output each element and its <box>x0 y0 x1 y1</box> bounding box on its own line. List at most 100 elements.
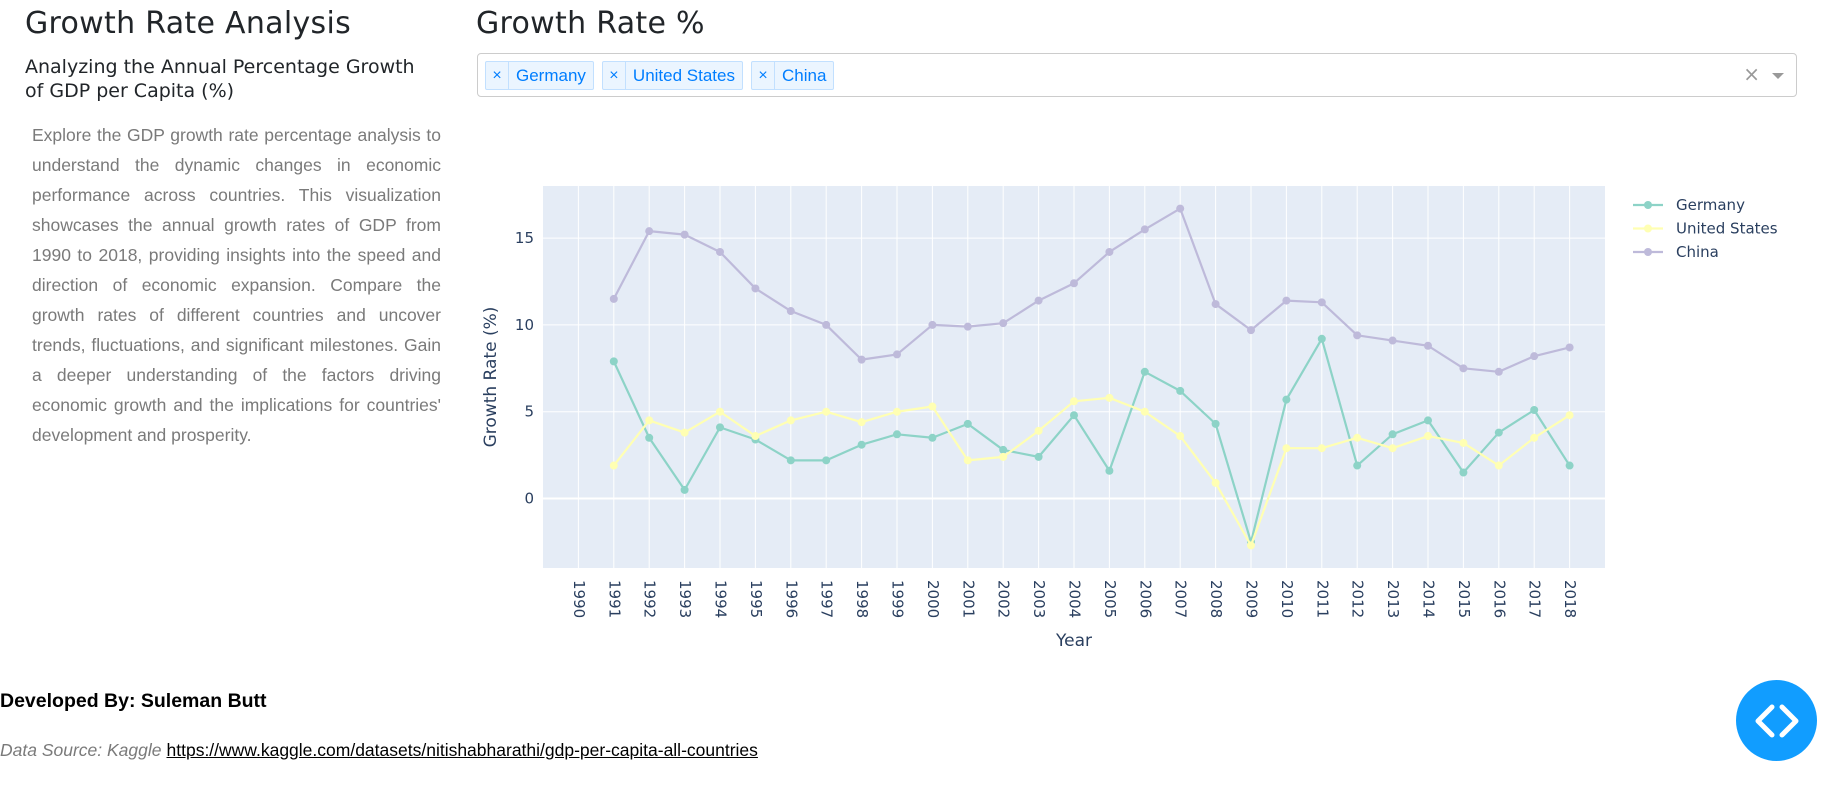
x-tick-label: 2007 <box>1172 580 1190 618</box>
chip-label: China <box>781 65 827 85</box>
x-axis-title: Year <box>1055 631 1092 651</box>
data-point-germany <box>680 485 689 494</box>
data-point-united-states <box>1494 461 1503 470</box>
data-point-china <box>1034 296 1043 305</box>
data-point-germany <box>1317 334 1326 343</box>
data-point-china <box>857 355 866 364</box>
x-tick-label: 1998 <box>853 580 871 618</box>
chip-germany: × Germany <box>485 61 594 90</box>
y-axis-title: Growth Rate (%) <box>481 307 501 448</box>
data-point-germany <box>1353 461 1362 470</box>
data-point-united-states <box>609 461 618 470</box>
data-point-germany <box>1034 452 1043 461</box>
selected-chips: × Germany × United States × China <box>485 61 835 90</box>
data-point-germany <box>609 357 618 366</box>
data-point-united-states <box>1459 438 1468 447</box>
clear-all-icon[interactable]: × <box>1743 62 1760 86</box>
x-tick-label: 1990 <box>570 580 588 618</box>
remove-germany-icon[interactable]: × <box>486 62 509 89</box>
x-tick-label: 2000 <box>924 580 942 618</box>
x-tick-label: 2002 <box>995 580 1013 618</box>
data-point-china <box>1459 364 1468 373</box>
data-point-china <box>1353 331 1362 340</box>
x-tick-label: 2006 <box>1136 580 1154 618</box>
legend-label-china: China <box>1676 243 1719 261</box>
y-tick-label: 5 <box>524 403 534 421</box>
data-point-germany <box>822 456 831 465</box>
y-tick-label: 15 <box>515 229 534 247</box>
data-point-china <box>1424 341 1432 350</box>
x-tick-label: 1997 <box>818 580 836 618</box>
legend-label-united-states: United States <box>1676 220 1778 238</box>
x-tick-label: 1993 <box>676 580 694 618</box>
x-tick-label: 2001 <box>959 580 977 618</box>
data-point-united-states <box>1530 433 1539 442</box>
data-point-united-states <box>1317 444 1326 453</box>
x-tick-label: 2004 <box>1066 580 1084 618</box>
x-tick-label: 1995 <box>747 580 765 618</box>
data-point-germany <box>999 445 1008 454</box>
chip-united-states: × United States <box>601 61 743 90</box>
data-point-china <box>1176 204 1185 213</box>
data-point-china <box>928 320 937 329</box>
data-source-link[interactable]: https://www.kaggle.com/datasets/nitishab… <box>166 740 758 760</box>
data-point-united-states <box>1070 397 1078 406</box>
data-point-china <box>1494 367 1503 376</box>
data-point-united-states <box>857 418 866 427</box>
data-point-germany <box>1565 461 1574 470</box>
data-point-germany <box>786 456 795 465</box>
data-point-germany <box>1424 416 1432 425</box>
data-point-germany <box>1459 468 1468 477</box>
y-tick-label: 10 <box>515 316 534 334</box>
data-point-china <box>1247 326 1255 335</box>
data-point-united-states <box>1565 411 1574 420</box>
data-point-united-states <box>999 452 1008 461</box>
x-tick-label: 2017 <box>1526 580 1544 618</box>
legend-label-germany: Germany <box>1676 196 1745 214</box>
chevron-down-icon[interactable] <box>1772 73 1784 79</box>
data-point-china <box>822 320 831 329</box>
data-point-china <box>963 322 972 331</box>
data-point-united-states <box>1105 393 1114 402</box>
data-point-china <box>1070 279 1078 288</box>
remove-united-states-icon[interactable]: × <box>603 62 626 89</box>
x-tick-label: 1999 <box>889 580 907 618</box>
series-line-germany <box>612 337 1571 544</box>
x-tick-label: 2016 <box>1490 580 1508 618</box>
x-tick-label: 2010 <box>1278 580 1296 618</box>
data-source: Data Source: Kaggle https://www.kaggle.co… <box>0 740 758 761</box>
data-point-germany <box>1530 405 1539 414</box>
chart-section-title: Growth Rate % <box>476 6 705 41</box>
x-tick-label: 2014 <box>1420 580 1438 618</box>
data-point-china <box>1140 225 1149 234</box>
data-point-china <box>1317 298 1326 307</box>
description-paragraph: Explore the GDP growth rate percentage a… <box>32 125 441 445</box>
data-point-germany <box>1140 367 1149 376</box>
series-line-united-states <box>612 396 1571 547</box>
data-point-germany <box>1176 386 1185 395</box>
data-point-united-states <box>645 416 654 425</box>
data-point-china <box>1565 343 1574 352</box>
x-tick-label: 2015 <box>1455 580 1473 618</box>
data-point-united-states <box>963 456 972 465</box>
y-tick-label: 0 <box>524 490 534 508</box>
code-brackets-button[interactable] <box>1736 680 1817 761</box>
data-point-united-states <box>1211 478 1220 487</box>
data-point-germany <box>857 440 866 449</box>
data-point-germany <box>1388 430 1397 439</box>
data-point-germany <box>963 419 972 428</box>
code-brackets-icon <box>1755 704 1798 737</box>
remove-china-icon[interactable]: × <box>752 62 775 89</box>
data-point-united-states <box>716 407 724 416</box>
growth-rate-chart: 1990 1991 1992 1993 1994 1995 1996 1997 1998 1999… <box>481 186 1778 651</box>
data-point-united-states <box>1247 541 1255 550</box>
data-point-china <box>1282 296 1291 305</box>
data-point-germany <box>1282 395 1291 404</box>
data-point-united-states <box>822 407 831 416</box>
x-tick-label: 2018 <box>1561 580 1579 618</box>
data-point-china <box>1530 352 1539 361</box>
data-point-china <box>786 307 795 316</box>
data-point-united-states <box>1034 426 1043 435</box>
country-multiselect[interactable]: × Germany × United States × China × <box>477 53 1797 97</box>
data-point-germany <box>893 430 901 439</box>
